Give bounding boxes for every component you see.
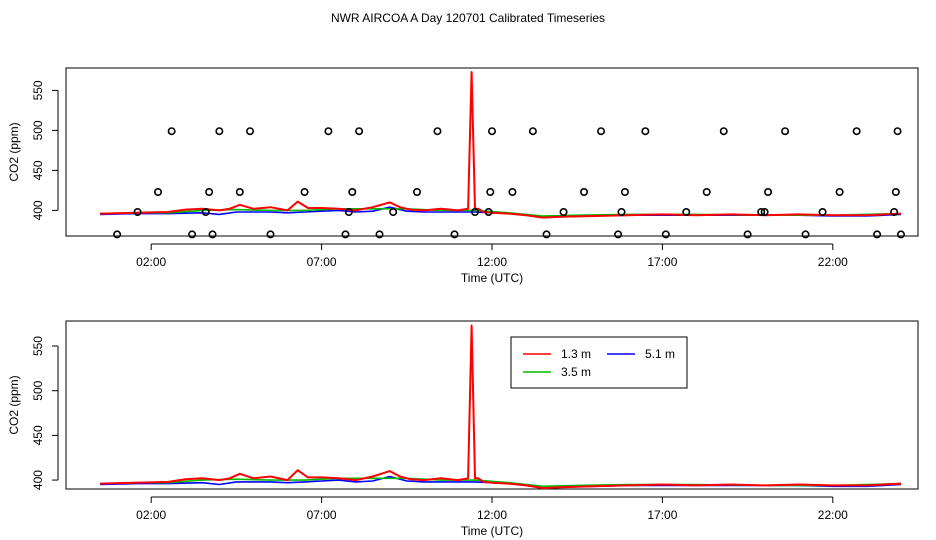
x-tick-label: 07:00: [307, 508, 337, 522]
sample-marker: [617, 208, 626, 217]
sample-marker: [188, 230, 197, 239]
sample-marker: [580, 188, 589, 197]
sample-marker: [484, 208, 493, 217]
series-line-1-3-mm: [100, 324, 902, 490]
series-line-1-3-mm: [100, 71, 902, 219]
x-tick-label: 17:00: [647, 508, 677, 522]
sample-marker: [852, 127, 861, 136]
x-tick-label: 02:00: [136, 255, 166, 269]
y-tick-label: 400: [31, 470, 45, 490]
figure-title: NWR AIRCOA A Day 120701 Calibrated Times…: [331, 11, 605, 25]
sample-marker: [470, 208, 479, 217]
sample-marker: [487, 127, 496, 136]
sample-marker: [682, 208, 691, 217]
sample-marker: [542, 230, 551, 239]
sample-marker: [597, 127, 606, 136]
sample-marker: [201, 208, 210, 217]
sample-marker: [324, 127, 333, 136]
sample-marker: [344, 208, 353, 217]
sample-marker: [133, 208, 142, 217]
x-tick-label: 22:00: [818, 508, 848, 522]
y-tick-label: 500: [31, 380, 45, 400]
sample-marker: [450, 230, 459, 239]
legend-label: 1.3 m: [561, 347, 591, 361]
x-tick-label: 12:00: [477, 255, 507, 269]
x-tick-label: 12:00: [477, 508, 507, 522]
sample-marker: [719, 127, 728, 136]
top-panel: 02:00 07:00 12:00 17:00 22:00 400 450 500 550 Tim…: [7, 67, 919, 285]
sample-marker: [167, 127, 176, 136]
sample-marker: [215, 127, 224, 136]
legend: 1.3 m 5.1 m 3.5 m: [510, 336, 688, 389]
sample-marker: [781, 127, 790, 136]
y-tick-label: 450: [31, 160, 45, 180]
sample-marker: [893, 127, 902, 136]
sample-marker: [375, 230, 384, 239]
sample-marker: [154, 188, 163, 197]
plot-frame: [65, 67, 919, 237]
x-axis-label: Time (UTC): [461, 524, 523, 538]
y-tick-label: 400: [31, 200, 45, 220]
y-tick-label: 450: [31, 425, 45, 445]
sample-marker: [389, 208, 398, 217]
sample-marker: [896, 230, 905, 239]
legend-box: [510, 336, 688, 389]
sample-marker: [891, 188, 900, 197]
sample-marker: [661, 230, 670, 239]
sample-marker: [266, 230, 275, 239]
plot-frame: [65, 320, 919, 490]
sample-marker: [757, 208, 766, 217]
sample-marker: [620, 188, 629, 197]
x-tick-label: 07:00: [307, 255, 337, 269]
sample-marker: [355, 127, 364, 136]
sample-marker: [835, 188, 844, 197]
sample-marker: [528, 127, 537, 136]
sample-marker: [818, 208, 827, 217]
y-tick-label: 550: [31, 80, 45, 100]
sample-marker: [208, 230, 217, 239]
sample-marker: [614, 230, 623, 239]
sample-marker: [300, 188, 309, 197]
sample-marker: [764, 188, 773, 197]
x-tick-label: 02:00: [136, 508, 166, 522]
y-tick-label: 550: [31, 336, 45, 356]
sample-marker: [559, 208, 568, 217]
x-axis-label: Time (UTC): [461, 271, 523, 285]
sample-marker: [702, 188, 711, 197]
x-tick-label: 17:00: [647, 255, 677, 269]
sample-marker: [433, 127, 442, 136]
x-tick-label: 22:00: [818, 255, 848, 269]
sample-marker: [413, 188, 422, 197]
sample-marker: [205, 188, 214, 197]
sample-marker: [113, 230, 122, 239]
sample-marker: [641, 127, 650, 136]
sample-marker: [873, 230, 882, 239]
sample-marker: [235, 188, 244, 197]
bottom-panel: 02:00 07:00 12:00 17:00 22:00 400 450 500 550 Tim…: [7, 320, 919, 538]
sample-marker: [486, 188, 495, 197]
y-tick-label: 500: [31, 120, 45, 140]
legend-label: 5.1 m: [645, 347, 675, 361]
sample-marker: [348, 188, 357, 197]
sample-marker: [890, 208, 899, 217]
sample-marker: [760, 208, 769, 217]
sample-marker: [341, 230, 350, 239]
sample-marker: [743, 230, 752, 239]
sample-marker: [246, 127, 255, 136]
y-axis-label: CO2 (ppm): [7, 375, 21, 434]
y-axis-label: CO2 (ppm): [7, 122, 21, 181]
sample-marker: [508, 188, 517, 197]
legend-label: 3.5 m: [561, 365, 591, 379]
sample-marker: [801, 230, 810, 239]
